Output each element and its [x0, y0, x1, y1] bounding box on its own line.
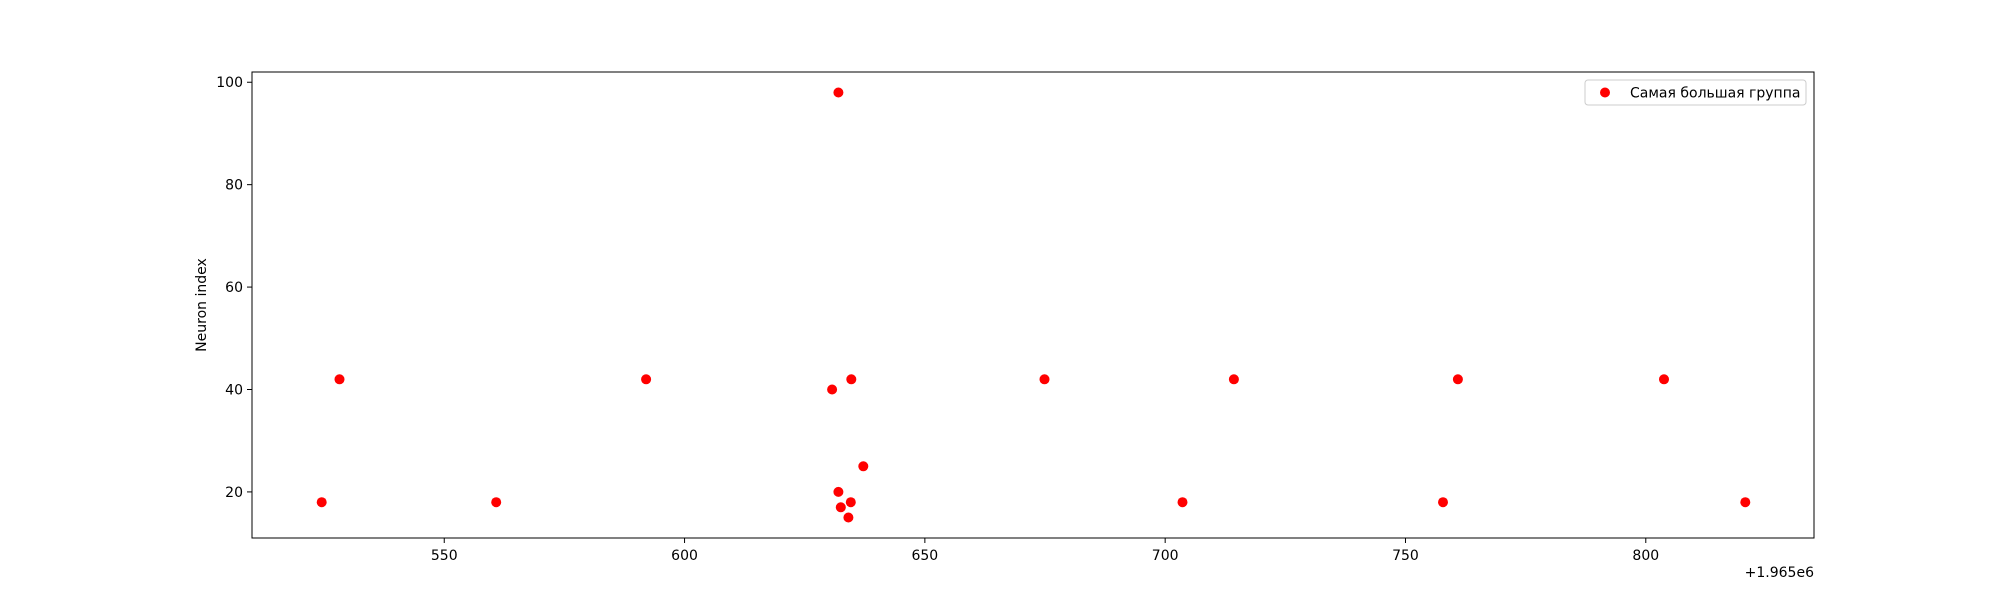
x-tick-label: 800: [1632, 548, 1659, 564]
data-point: [858, 461, 869, 472]
data-point: [1039, 374, 1050, 385]
y-tick-label: 80: [225, 178, 243, 194]
x-tick-label: 700: [1152, 548, 1179, 564]
data-point: [316, 497, 327, 508]
data-point: [1452, 374, 1463, 385]
data-point: [334, 374, 345, 385]
y-axis-label: Neuron index: [194, 258, 210, 352]
data-point: [827, 384, 838, 395]
x-axis-ticks: 550 600 650 700 750 800: [431, 538, 1659, 564]
data-point: [1228, 374, 1239, 385]
data-point: [1177, 497, 1188, 508]
data-point: [1438, 497, 1448, 508]
y-tick-label: 20: [225, 485, 243, 501]
legend-label: Самая большая группа: [1630, 86, 1800, 102]
data-point: [641, 374, 652, 385]
y-axis-ticks: 20 40 60 80 100: [216, 75, 252, 501]
legend-marker: [1600, 87, 1610, 98]
plot-background: [252, 72, 1814, 538]
data-point: [846, 374, 857, 385]
x-tick-label: 650: [911, 548, 938, 564]
y-tick-label: 60: [225, 280, 243, 296]
y-tick-label: 100: [216, 75, 243, 91]
data-point: [833, 486, 844, 497]
legend-box: [1584, 79, 1807, 106]
data-point: [833, 87, 844, 98]
plot-frame: [251, 71, 1815, 539]
data-point: [1740, 497, 1751, 508]
x-offset-label: +1.965e6: [1745, 565, 1814, 581]
data-point: [843, 512, 854, 523]
x-tick-label: 550: [431, 548, 458, 564]
y-tick-label: 40: [225, 382, 243, 398]
data-point: [835, 502, 846, 513]
legend: Самая большая группа: [1584, 79, 1807, 106]
x-tick-label: 750: [1392, 548, 1419, 564]
data-point: [845, 497, 856, 508]
data-point: [1659, 374, 1669, 385]
data-point: [491, 497, 502, 508]
x-tick-label: 600: [671, 548, 698, 564]
data-points: [316, 87, 1751, 523]
